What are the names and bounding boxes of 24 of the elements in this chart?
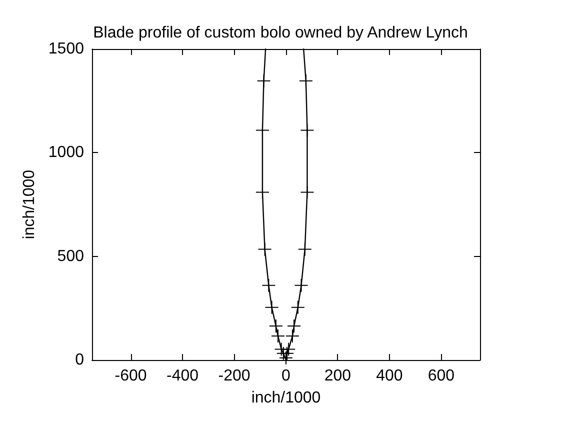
y-tick-label: 0 [75, 352, 84, 368]
y-tick-label: 1500 [48, 40, 84, 58]
x-tick-label: 200 [324, 368, 352, 384]
point [287, 318, 302, 333]
x-axis-title: inch/1000 [251, 390, 321, 406]
point [270, 328, 285, 343]
x-tick-label: -200 [218, 368, 250, 384]
point [262, 278, 276, 292]
point [290, 300, 305, 314]
y-tick-label: 1000 [48, 144, 84, 162]
point [268, 318, 283, 333]
y-axis-title: inch/1000 [21, 170, 38, 240]
point [294, 278, 308, 292]
x-tick-label: -400 [166, 368, 199, 384]
point [258, 242, 272, 256]
x-tick-label: 600 [428, 368, 455, 384]
point [264, 300, 279, 314]
point [285, 328, 300, 343]
x-tick-label: 0 [282, 368, 291, 384]
x-tick-label: 400 [376, 368, 403, 384]
chart-title: Blade profile of custom bolo owned by Andrew Lynch [93, 24, 468, 42]
point [282, 342, 296, 356]
x-tick-label: -600 [114, 368, 147, 384]
y-tick-label: 500 [57, 248, 84, 265]
